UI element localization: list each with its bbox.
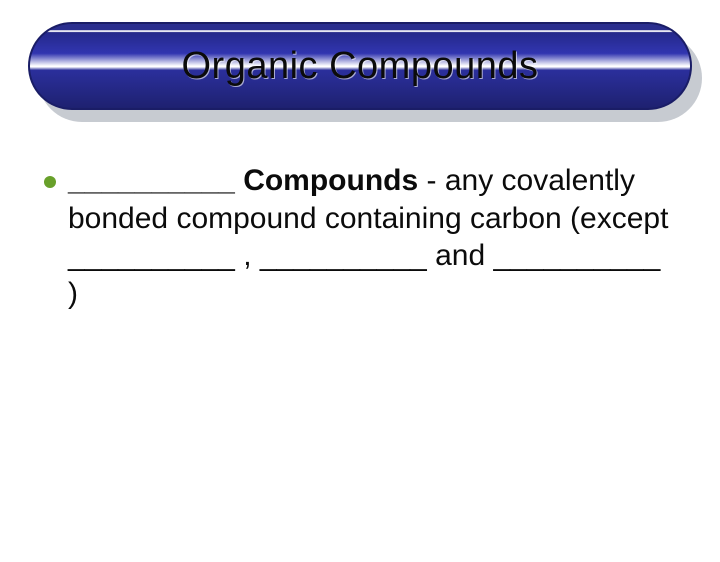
bullet-dot-icon <box>44 176 56 188</box>
blank-4: __________ <box>493 239 660 272</box>
banner-shape: Organic Compounds <box>28 22 692 110</box>
slide-title: Organic Compounds <box>181 45 538 88</box>
title-banner: Organic Compounds <box>28 22 692 122</box>
content-area: __________ Compounds - any covalently bo… <box>44 162 676 312</box>
blank-2: __________ <box>68 239 235 272</box>
blank-3: __________ <box>260 239 427 272</box>
bullet-comma: , <box>235 239 260 272</box>
bullet-item: __________ Compounds - any covalently bo… <box>44 162 676 312</box>
bullet-text: __________ Compounds - any covalently bo… <box>68 162 676 312</box>
bullet-closing: ) <box>68 277 78 310</box>
bullet-bold: Compounds <box>235 164 418 197</box>
bullet-and: and <box>427 239 494 272</box>
blank-1: __________ <box>68 164 235 197</box>
